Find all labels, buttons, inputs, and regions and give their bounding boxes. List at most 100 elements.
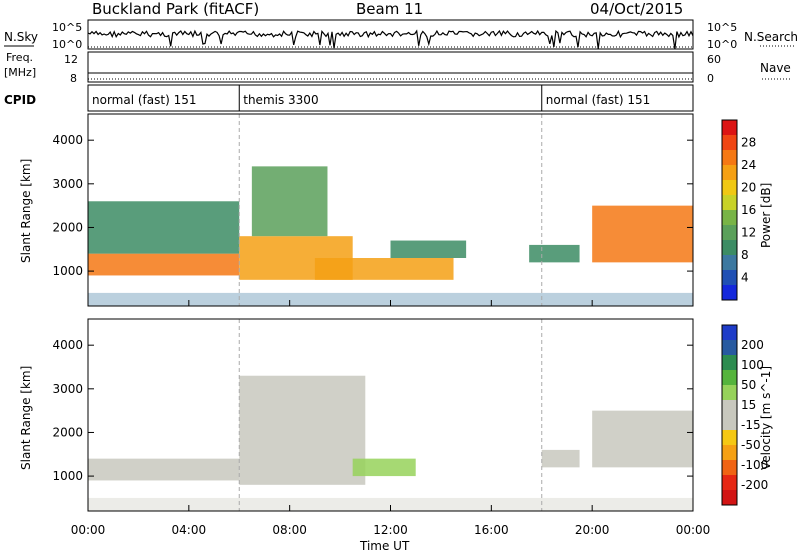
colorbar-swatch bbox=[722, 355, 737, 371]
x-tick-label: 04:00 bbox=[172, 523, 207, 537]
colorbar-tick-label: -100 bbox=[741, 458, 768, 472]
colorbar-swatch bbox=[722, 240, 737, 256]
date-title: 04/Oct/2015 bbox=[590, 0, 683, 18]
y-tick-label: 2000 bbox=[52, 220, 83, 234]
colorbar-swatch bbox=[722, 325, 737, 341]
colorbar-swatch bbox=[722, 415, 737, 431]
aux-traces bbox=[87, 29, 694, 80]
x-tick-label: 00:00 bbox=[71, 523, 106, 537]
colorbar-swatch bbox=[722, 385, 737, 401]
colorbar-swatch bbox=[722, 255, 737, 271]
heatmap-region bbox=[352, 458, 416, 477]
colorbar-tick-label: 20 bbox=[741, 181, 756, 195]
x-tick-label: 08:00 bbox=[272, 523, 307, 537]
colorbar-swatch bbox=[722, 150, 737, 166]
freq-tick-top: 12 bbox=[64, 53, 78, 66]
colorbar-swatch bbox=[722, 475, 737, 491]
colorbar-swatch bbox=[722, 490, 737, 506]
cpid-segment-label: normal (fast) 151 bbox=[546, 93, 650, 107]
y-tick-label: 4000 bbox=[52, 338, 83, 352]
colorbar-swatch bbox=[722, 445, 737, 461]
power-ylabel: Slant Range [km] bbox=[19, 159, 33, 263]
colorbar-swatch bbox=[722, 370, 737, 386]
colorbar-tick-label: 8 bbox=[741, 248, 749, 262]
heatmap-region bbox=[390, 240, 467, 258]
freq-panel bbox=[87, 51, 694, 83]
nsearch-tick-bottom: 10^0 bbox=[707, 38, 737, 51]
velocity-panel: 1000 2000 3000 4000 bbox=[52, 318, 694, 512]
cpid-segment-label: normal (fast) 151 bbox=[92, 93, 196, 107]
x-tick-label: 16:00 bbox=[474, 523, 509, 537]
heatmap-region bbox=[529, 244, 580, 263]
y-tick-label: 1000 bbox=[52, 469, 83, 483]
colorbar-swatch bbox=[722, 270, 737, 286]
colorbar-tick-label: 28 bbox=[741, 136, 756, 150]
colorbar-swatch bbox=[722, 165, 737, 181]
colorbar-tick-label: 50 bbox=[741, 378, 756, 392]
y-tick-label: 4000 bbox=[52, 133, 83, 147]
colorbar-tick-label: -200 bbox=[741, 478, 768, 492]
nsky-tick-bottom: 10^0 bbox=[52, 38, 82, 51]
velocity-colorbar-label: Velocity [m s^-1] bbox=[759, 366, 773, 470]
colorbar-swatch bbox=[722, 225, 737, 241]
x-axis-label: Time UT bbox=[359, 539, 410, 553]
freq-tick-bottom: 8 bbox=[70, 72, 77, 85]
colorbar-tick-label: 16 bbox=[741, 203, 756, 217]
cpid-segments: normal (fast) 151 themis 3300 normal (fast… bbox=[92, 85, 650, 111]
nave-label: Nave bbox=[760, 61, 791, 75]
y-tick-label: 3000 bbox=[52, 382, 83, 396]
y-tick-label: 3000 bbox=[52, 177, 83, 191]
colorbar-tick-label: 4 bbox=[741, 271, 749, 285]
y-tick-label: 2000 bbox=[52, 425, 83, 439]
colorbar-swatch bbox=[722, 430, 737, 446]
colorbar-swatch bbox=[722, 195, 737, 211]
velocity-colorbar: 200 100 50 15 -15 -50 -100 -200 bbox=[721, 324, 768, 506]
colorbar-frame bbox=[721, 119, 738, 301]
nave-tick-bottom: 0 bbox=[707, 72, 714, 85]
freq-label-1: Freq. bbox=[6, 51, 33, 64]
x-tick-label: 20:00 bbox=[575, 523, 610, 537]
heatmap-region bbox=[592, 205, 693, 263]
colorbar-tick-label: 24 bbox=[741, 158, 756, 172]
heatmap-region bbox=[314, 258, 454, 280]
colorbar-swatch bbox=[722, 135, 737, 151]
heatmap-region bbox=[88, 201, 240, 254]
colorbar-swatch bbox=[722, 120, 737, 136]
heatmap-region bbox=[541, 449, 580, 468]
nsearch-tick-top: 10^5 bbox=[707, 21, 737, 34]
station-title: Buckland Park (fitACF) bbox=[92, 0, 259, 18]
colorbar-tick-label: 200 bbox=[741, 338, 764, 352]
nave-tick-top: 60 bbox=[707, 53, 721, 66]
beam-title: Beam 11 bbox=[356, 0, 423, 18]
x-tick-label: 12:00 bbox=[373, 523, 408, 537]
colorbar-swatch bbox=[722, 400, 737, 416]
nsky-tick-top: 10^5 bbox=[52, 21, 82, 34]
power-colorbar-label: Power [dB] bbox=[759, 183, 773, 248]
colorbar-tick-label: 12 bbox=[741, 226, 756, 240]
heatmap-region bbox=[592, 410, 693, 468]
y-tick-label: 1000 bbox=[52, 264, 83, 278]
nsearch-label: N.Search bbox=[744, 30, 798, 44]
colorbar-swatch bbox=[722, 210, 737, 226]
colorbar-swatch bbox=[722, 180, 737, 196]
power-colorbar: 4 8 12 16 20 24 28 bbox=[721, 119, 756, 301]
cpid-label: CPID bbox=[4, 93, 36, 107]
cpid-panel bbox=[87, 84, 694, 112]
colorbar-swatch bbox=[722, 285, 737, 301]
colorbar-swatch bbox=[722, 460, 737, 476]
colorbar-frame bbox=[721, 324, 738, 506]
colorbar-tick-label: -50 bbox=[741, 438, 761, 452]
colorbar-swatch bbox=[722, 340, 737, 356]
nsky-label: N.Sky bbox=[4, 30, 38, 44]
velocity-ylabel: Slant Range [km] bbox=[19, 366, 33, 470]
heatmap-region bbox=[88, 253, 240, 276]
heatmap-region bbox=[88, 458, 240, 481]
colorbar-tick-label: -15 bbox=[741, 418, 761, 432]
colorbar-tick-label: 100 bbox=[741, 358, 764, 372]
x-tick-label: 00:00 bbox=[676, 523, 711, 537]
heatmap-region bbox=[239, 375, 366, 485]
colorbar-tick-label: 15 bbox=[741, 398, 756, 412]
nsky-trace bbox=[87, 29, 694, 49]
freq-label-2: [MHz] bbox=[4, 66, 36, 79]
